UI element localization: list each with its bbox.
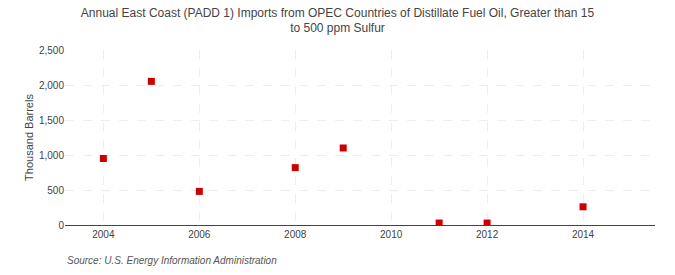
svg-text:2,000: 2,000 bbox=[39, 80, 64, 91]
svg-text:2012: 2012 bbox=[476, 229, 499, 240]
svg-text:Thousand Barrels: Thousand Barrels bbox=[23, 94, 35, 181]
svg-text:500: 500 bbox=[47, 185, 64, 196]
svg-text:1,500: 1,500 bbox=[39, 115, 64, 126]
svg-text:Source: U.S. Energy Informatio: Source: U.S. Energy Information Administ… bbox=[67, 255, 277, 266]
svg-text:2,500: 2,500 bbox=[39, 45, 64, 56]
svg-text:Annual East Coast (PADD 1) Imp: Annual East Coast (PADD 1) Imports from … bbox=[81, 6, 595, 36]
svg-text:2006: 2006 bbox=[188, 229, 211, 240]
svg-text:2008: 2008 bbox=[284, 229, 307, 240]
svg-text:2004: 2004 bbox=[92, 229, 115, 240]
svg-text:2014: 2014 bbox=[572, 229, 595, 240]
svg-text:0: 0 bbox=[58, 220, 64, 231]
svg-text:2010: 2010 bbox=[380, 229, 403, 240]
svg-text:1,000: 1,000 bbox=[39, 150, 64, 161]
